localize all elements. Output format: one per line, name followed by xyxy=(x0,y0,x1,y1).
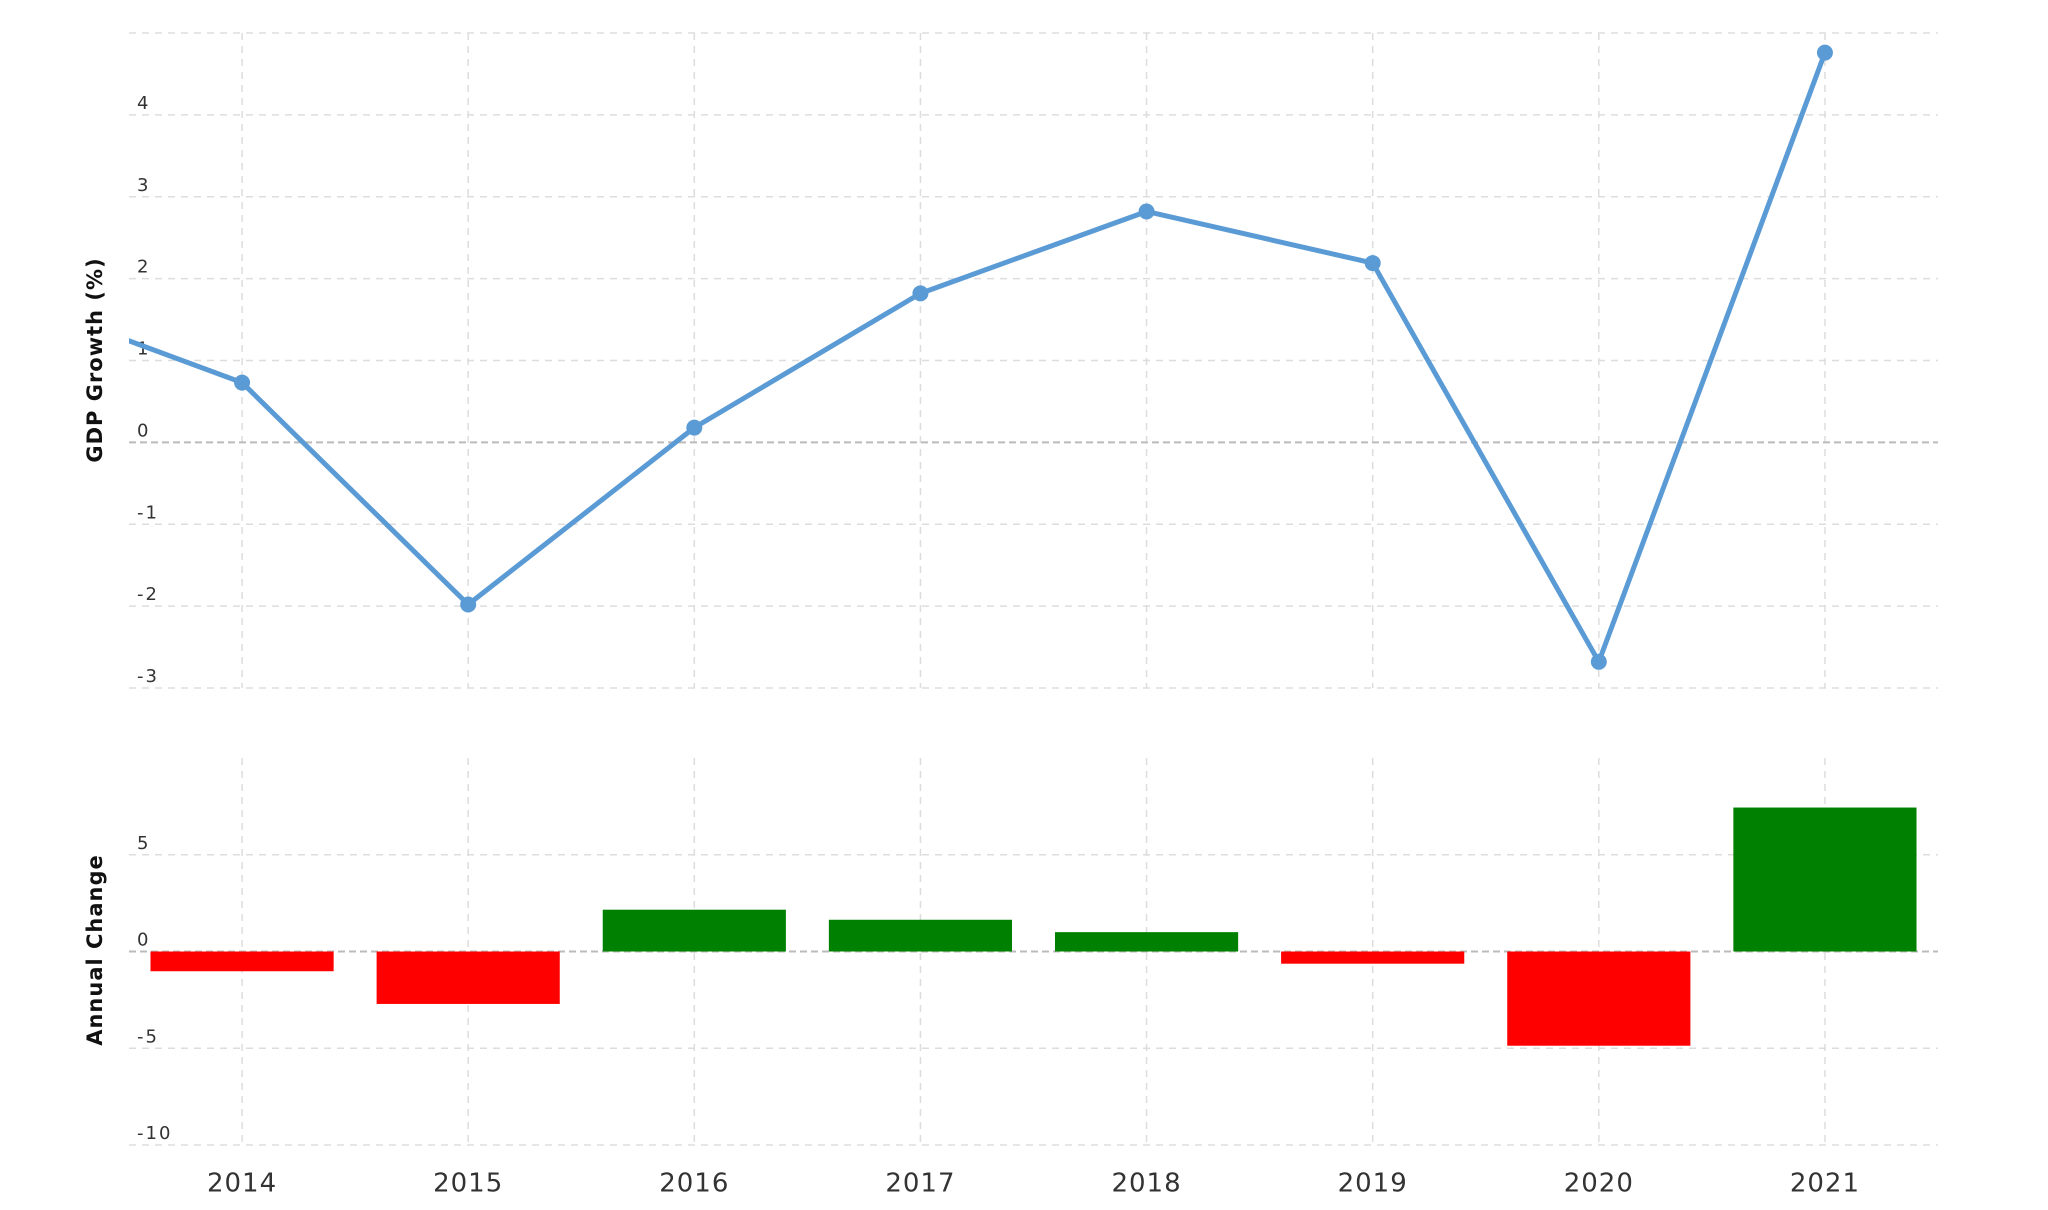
y-axis-title: GDP Growth (%) xyxy=(83,257,107,462)
y-axis-title: Annual Change xyxy=(83,854,107,1046)
bar xyxy=(602,909,786,952)
bar xyxy=(376,951,560,1004)
bar xyxy=(828,919,1013,952)
y-tick-label: -10 xyxy=(137,1123,172,1144)
point xyxy=(1816,44,1833,61)
x-tick-label: 2017 xyxy=(885,1169,955,1199)
bar xyxy=(1054,932,1239,952)
y-tick-label: -1 xyxy=(137,502,159,523)
x-tick-label: 2018 xyxy=(1111,1169,1181,1199)
bar xyxy=(1507,951,1691,1046)
y-tick-label: 0 xyxy=(137,420,150,441)
point xyxy=(1138,203,1155,220)
y-tick-label: -2 xyxy=(137,584,159,605)
x-tick-label: 2014 xyxy=(207,1169,277,1199)
bar xyxy=(1281,951,1465,964)
point xyxy=(912,285,929,302)
point xyxy=(234,374,251,391)
line-group xyxy=(129,44,1833,670)
bar xyxy=(1733,807,1917,952)
point xyxy=(686,419,703,436)
y-tick-label: 2 xyxy=(137,257,150,278)
y-tick-label: 4 xyxy=(137,93,150,114)
y-tick-label: -5 xyxy=(137,1026,159,1047)
x-tick-label: 2019 xyxy=(1338,1169,1408,1199)
x-tick-label: 2016 xyxy=(659,1169,729,1199)
point xyxy=(1590,653,1607,670)
bar xyxy=(150,951,334,972)
y-tick-label: -3 xyxy=(137,666,159,687)
x-tick-label: 2015 xyxy=(433,1169,503,1199)
x-tick-label: 2021 xyxy=(1790,1169,1860,1199)
x-tick-label: 2020 xyxy=(1564,1169,1634,1199)
y-tick-label: 0 xyxy=(137,930,150,951)
point xyxy=(460,596,477,613)
y-tick-label: 5 xyxy=(137,833,150,854)
y-tick-label: 3 xyxy=(137,175,150,196)
point xyxy=(1364,255,1381,272)
y-tick-label: 1 xyxy=(137,339,150,360)
